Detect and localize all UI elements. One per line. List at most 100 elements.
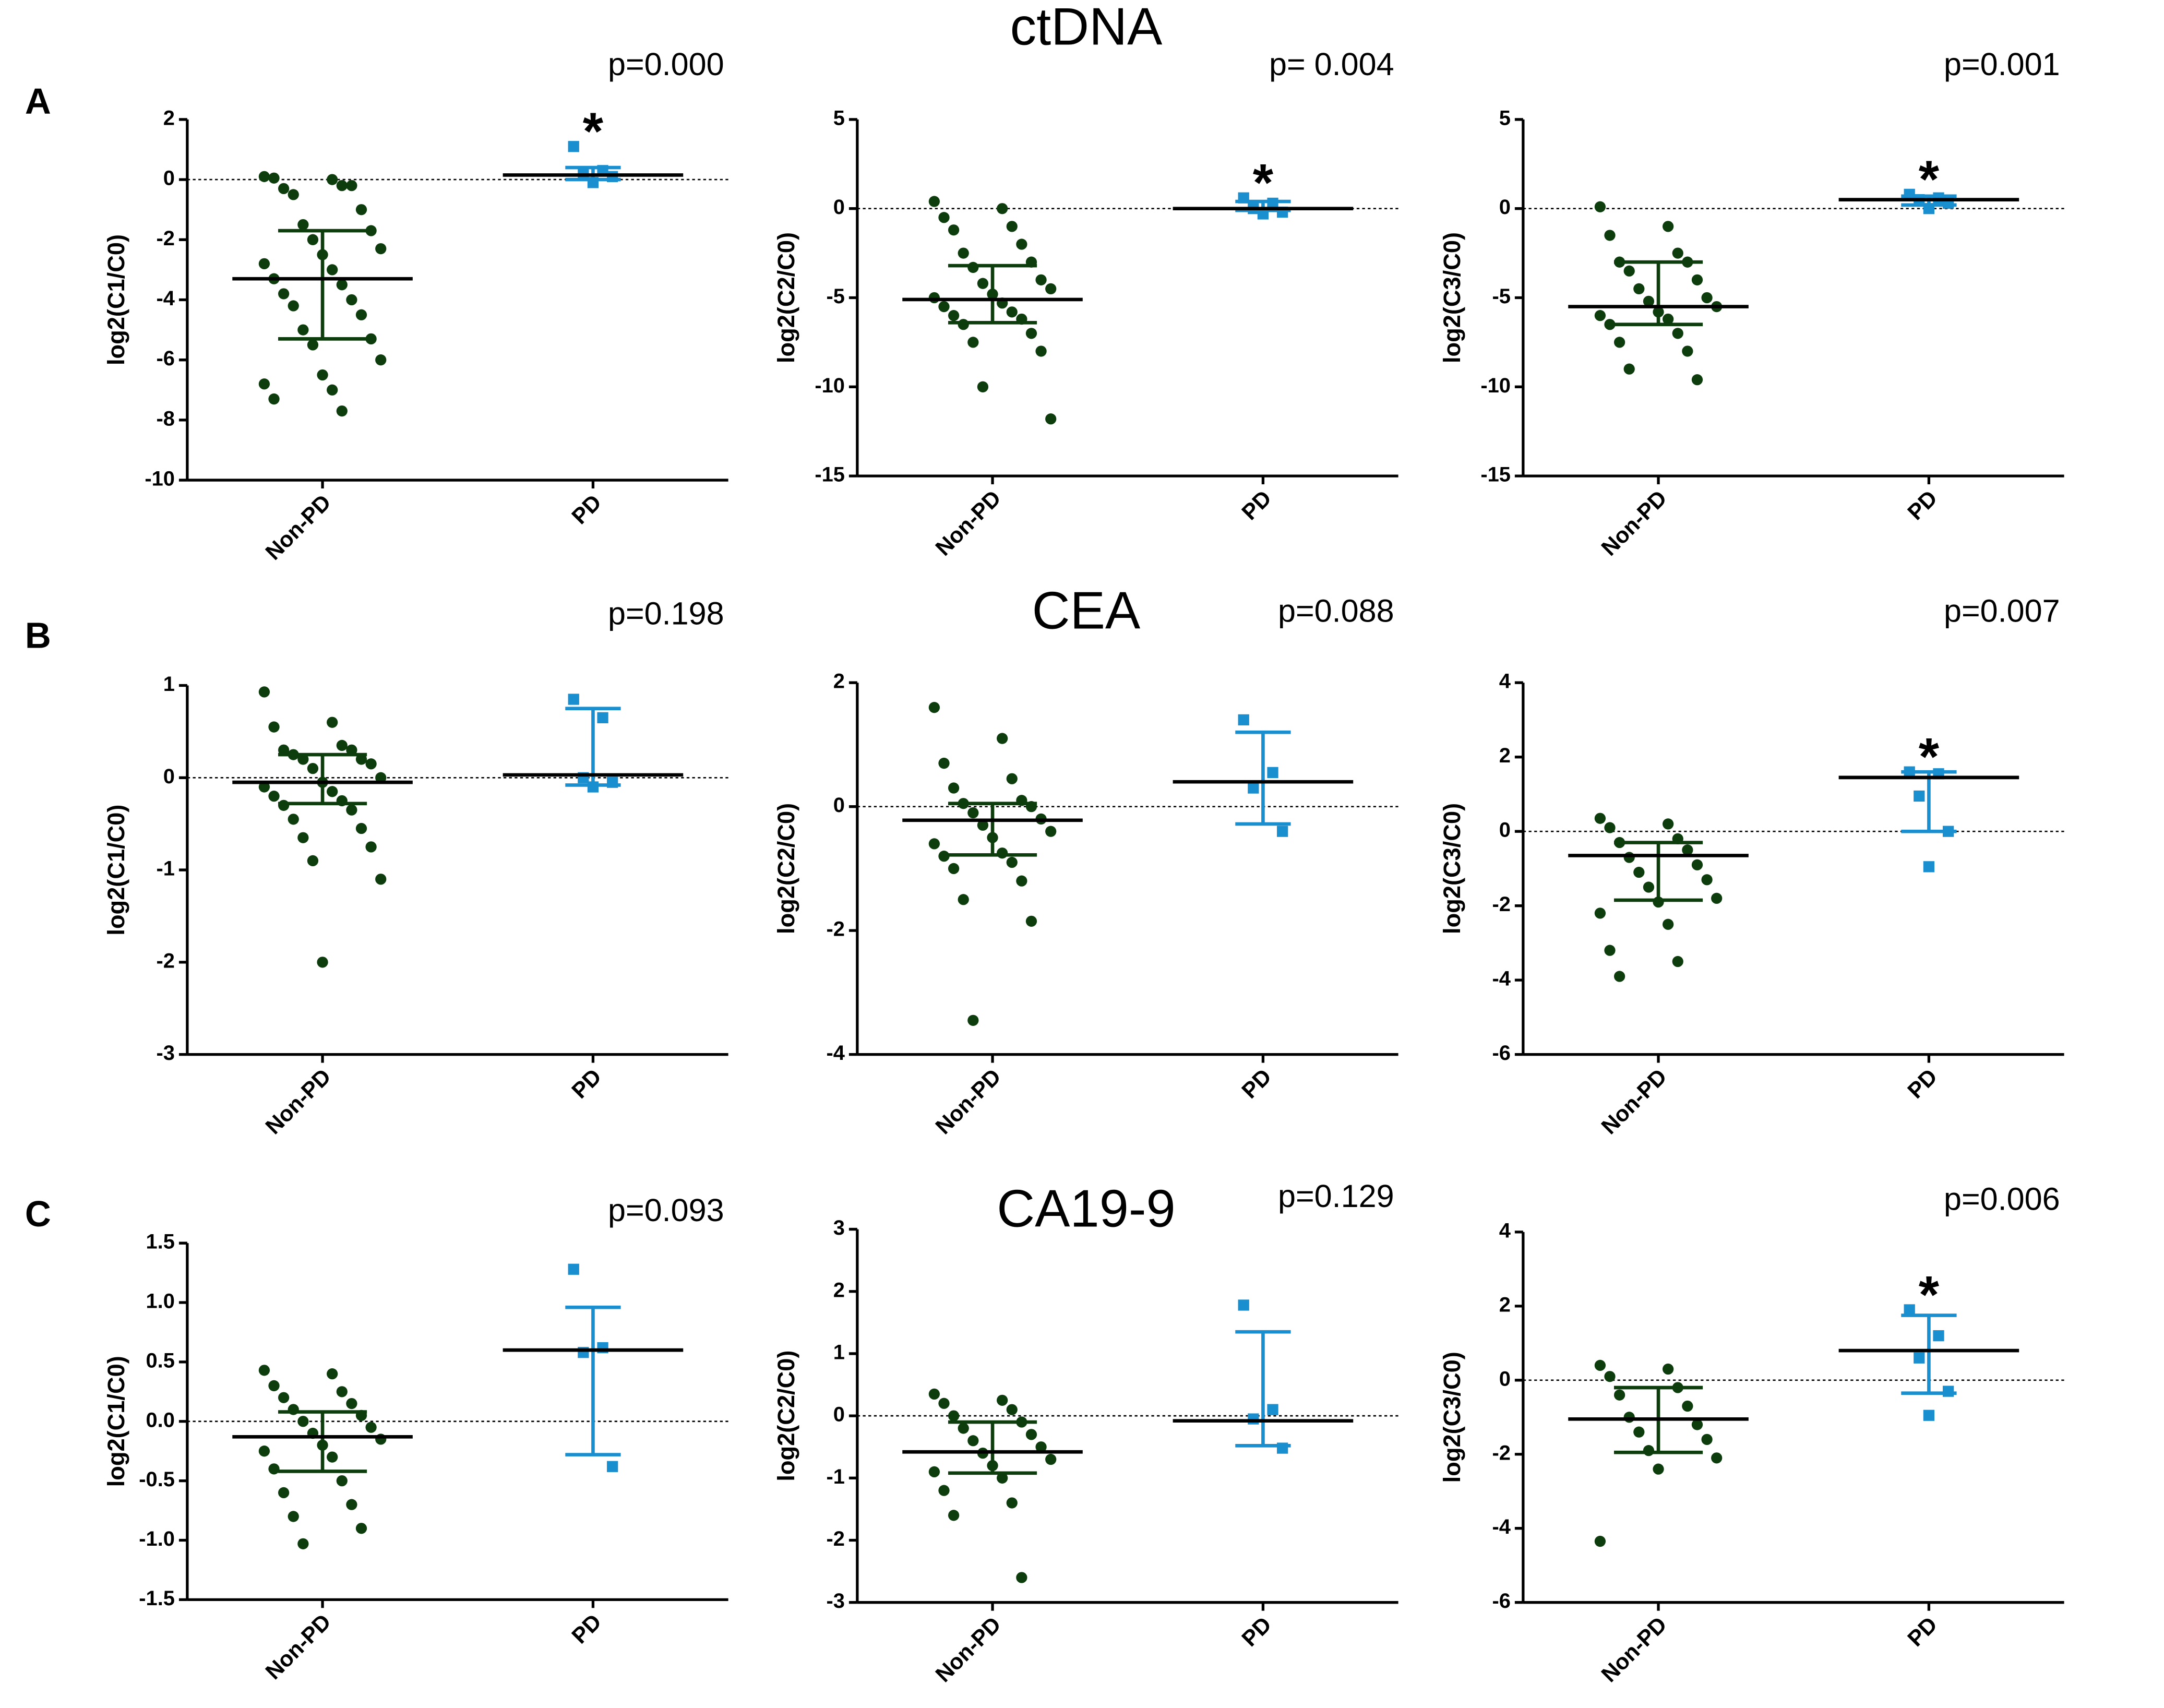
data-point — [1594, 907, 1606, 919]
y-tick-label: -6 — [1492, 1042, 1510, 1065]
data-point — [928, 196, 940, 207]
x-tick-label: PD — [1903, 1612, 1942, 1652]
data-point — [1594, 201, 1606, 212]
y-tick-label: -4 — [826, 1042, 844, 1065]
x-tick-label: Non-PD — [261, 489, 336, 565]
data-point — [1904, 1304, 1915, 1316]
data-point — [288, 814, 299, 825]
data-point — [327, 264, 338, 276]
y-tick-label: 0 — [1499, 1367, 1511, 1390]
y-tick-label: 0 — [833, 1403, 845, 1426]
data-point — [1623, 852, 1635, 863]
data-point — [288, 1511, 299, 1522]
y-tick-label: -1 — [826, 1465, 844, 1488]
y-axis-label: log2(C2/C0) — [773, 232, 799, 363]
data-point — [948, 310, 960, 321]
data-point — [1006, 1497, 1018, 1509]
data-point — [258, 171, 270, 182]
data-point — [346, 294, 357, 306]
data-point — [1613, 971, 1625, 982]
y-tick-label: -2 — [826, 1527, 844, 1550]
y-tick-label: 5 — [833, 106, 845, 129]
data-point — [278, 799, 290, 811]
data-point — [365, 225, 377, 236]
significance: * — [1919, 728, 1940, 786]
data-point — [1238, 1299, 1249, 1311]
y-tick-label: -2 — [1492, 1441, 1510, 1464]
data-point — [1045, 826, 1057, 837]
y-tick-label: -2 — [156, 227, 174, 250]
data-point — [336, 405, 348, 417]
data-point — [1035, 274, 1047, 285]
data-point — [928, 1388, 940, 1400]
y-tick-label: 0 — [833, 196, 845, 219]
data-point — [346, 1398, 357, 1410]
data-point — [307, 855, 319, 867]
data-point — [327, 384, 338, 396]
data-point — [1006, 856, 1018, 868]
y-tick-label: -15 — [815, 463, 845, 486]
data-point — [1643, 1445, 1655, 1456]
panel-letter: A — [25, 81, 51, 122]
y-tick-label: 2 — [163, 106, 175, 129]
y-tick-label: -5 — [1492, 285, 1510, 308]
data-point — [317, 957, 328, 968]
data-point — [938, 301, 950, 313]
data-point — [1623, 1412, 1635, 1423]
data-point — [1267, 1404, 1278, 1415]
p-value: p=0.088 — [1278, 593, 1394, 628]
y-tick-label: 5 — [1499, 106, 1511, 129]
y-tick-label: -2 — [156, 949, 174, 972]
x-tick-label: Non-PD — [931, 1064, 1006, 1139]
y-tick-label: 1 — [833, 1341, 845, 1364]
data-point — [1701, 292, 1713, 304]
significance: * — [1919, 150, 1940, 209]
significance: * — [1253, 154, 1274, 212]
data-point — [1016, 238, 1027, 250]
data-point — [1248, 1413, 1259, 1425]
data-point — [1016, 875, 1027, 887]
data-point — [336, 180, 348, 192]
x-tick-label: Non-PD — [1597, 1612, 1672, 1687]
data-point — [297, 1538, 309, 1549]
y-tick-label: -0.5 — [139, 1468, 175, 1491]
data-point — [278, 183, 290, 195]
x-tick-label: PD — [1237, 1612, 1276, 1652]
data-point — [1006, 306, 1018, 318]
data-point — [346, 1499, 357, 1510]
data-point — [1006, 1404, 1018, 1415]
data-point — [568, 1263, 579, 1275]
data-point — [375, 354, 387, 366]
data-point — [327, 174, 338, 185]
data-point — [1045, 413, 1057, 425]
data-point — [1045, 283, 1057, 295]
data-point — [336, 1386, 348, 1398]
data-point — [967, 807, 979, 819]
y-tick-label: 0.5 — [146, 1349, 175, 1372]
data-point — [928, 702, 940, 713]
y-tick-label: 1 — [163, 673, 175, 696]
data-point — [1594, 1535, 1606, 1547]
data-point — [288, 300, 299, 312]
data-point — [958, 247, 969, 259]
data-point — [278, 1392, 290, 1403]
y-axis-label: log2(C1/C0) — [103, 805, 129, 936]
y-tick-label: 0 — [163, 167, 175, 190]
row-title: CA19-9 — [997, 1179, 1175, 1238]
data-point — [355, 309, 367, 320]
data-point — [268, 172, 280, 184]
data-point — [1691, 374, 1703, 386]
data-point — [1691, 1419, 1703, 1430]
data-point — [977, 381, 989, 392]
data-point — [1701, 1434, 1713, 1446]
data-point — [268, 393, 280, 405]
row-title: ctDNA — [1010, 0, 1163, 56]
data-point — [1663, 918, 1674, 930]
data-point — [327, 716, 338, 728]
data-point — [1613, 337, 1625, 348]
data-point — [327, 1451, 338, 1463]
p-value: p= 0.004 — [1269, 46, 1394, 82]
data-point — [1663, 818, 1674, 830]
data-point — [1663, 221, 1674, 232]
